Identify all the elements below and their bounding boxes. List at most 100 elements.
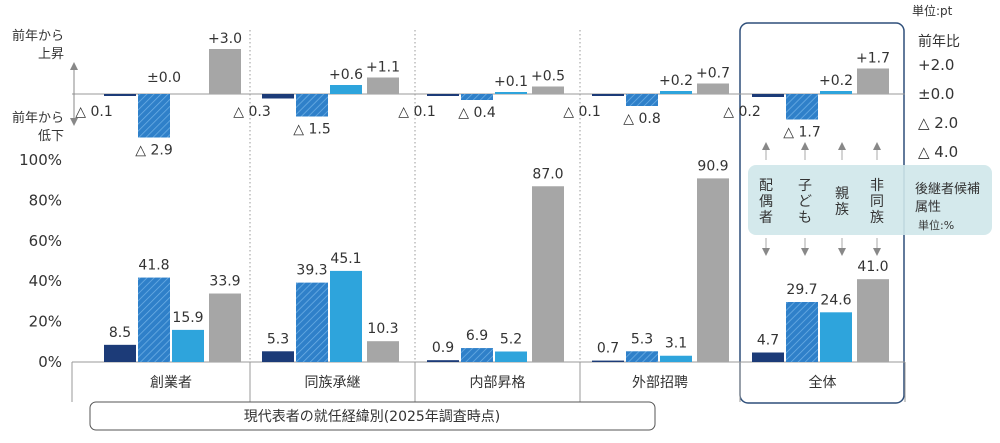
- pct-bar: [857, 279, 889, 362]
- legend-label: 同: [870, 194, 884, 210]
- legend-label: 偶: [759, 194, 773, 210]
- legend-label: 者: [759, 210, 773, 226]
- pct-label: 90.9: [697, 158, 728, 174]
- pct-label: 5.2: [500, 331, 522, 347]
- change-label: +0.6: [329, 67, 363, 83]
- change-bar: [330, 85, 362, 94]
- right-tick-label: ±0.0: [918, 85, 954, 103]
- y-label-up: 上昇: [38, 47, 64, 62]
- pct-bar: [138, 277, 170, 362]
- pct-label: 33.9: [209, 274, 240, 290]
- change-bar: [820, 91, 852, 94]
- legend-label: ど: [798, 194, 812, 210]
- category-label: 同族承継: [305, 375, 361, 391]
- pct-bar: [262, 351, 294, 362]
- change-label: △ 0.1: [398, 104, 435, 120]
- change-label: +0.7: [696, 66, 730, 82]
- pct-bar: [427, 360, 459, 362]
- y-label-down: 低下: [38, 129, 64, 144]
- pct-bar: [209, 293, 241, 362]
- change-bar: [786, 94, 818, 120]
- change-bar: [752, 94, 784, 97]
- category-label: 全体: [809, 374, 837, 391]
- change-label: +1.7: [856, 51, 890, 67]
- change-label: △ 0.4: [458, 105, 496, 121]
- legend-label: 非: [870, 178, 884, 194]
- pct-bar: [367, 341, 399, 362]
- pct-label: 24.6: [820, 292, 851, 308]
- pct-bar: [296, 282, 328, 362]
- change-label: △ 2.9: [135, 143, 172, 159]
- y-tick-label: 60%: [29, 232, 62, 250]
- pct-bar: [786, 302, 818, 362]
- pct-label: 0.9: [432, 340, 454, 356]
- pct-bar: [330, 270, 362, 362]
- pct-label: 45.1: [330, 251, 361, 267]
- pct-label: 39.3: [296, 263, 327, 279]
- legend-label: 配: [759, 178, 773, 194]
- change-label: +0.5: [531, 69, 565, 85]
- pct-bar: [592, 360, 624, 362]
- y-tick-label: 80%: [29, 191, 62, 209]
- legend-band: [748, 165, 992, 235]
- y-tick-label: 40%: [29, 272, 62, 290]
- pct-label: 29.7: [786, 282, 817, 298]
- pct-bar: [697, 178, 729, 362]
- pct-label: 4.7: [757, 333, 779, 349]
- change-label: +0.2: [659, 73, 693, 89]
- pct-label: 3.1: [665, 336, 687, 352]
- category-label: 外部招聘: [632, 375, 688, 391]
- change-bar: [427, 94, 459, 96]
- category-label: 創業者: [150, 375, 192, 391]
- legend-label: 親: [835, 186, 849, 202]
- pct-label: 8.5: [109, 325, 131, 341]
- pct-label: 15.9: [172, 310, 203, 326]
- change-label: △ 0.1: [563, 104, 600, 120]
- x-axis-caption: 現代表者の就任経緯別(2025年調査時点): [244, 409, 501, 425]
- legend-title: 属性: [915, 200, 941, 215]
- change-bar: [532, 86, 564, 94]
- y-label-down: 前年から: [12, 110, 64, 126]
- pct-bar: [626, 351, 658, 362]
- caption-box: [89, 401, 656, 431]
- legend-label: 子: [798, 178, 812, 194]
- change-label: △ 1.5: [293, 122, 330, 138]
- pct-bar: [461, 348, 493, 362]
- change-bar: [262, 94, 294, 99]
- pct-label: 5.3: [267, 331, 289, 347]
- pct-bar: [660, 355, 692, 362]
- pct-label: 6.9: [466, 328, 488, 344]
- y-tick-label: 20%: [29, 313, 62, 331]
- right-tick-label: △ 4.0: [918, 143, 958, 161]
- y-tick-label: 0%: [38, 353, 62, 371]
- category-label: 内部昇格: [470, 375, 526, 391]
- legend-title: 後継者候補: [915, 182, 980, 197]
- change-bar: [857, 68, 889, 94]
- pct-bar: [532, 186, 564, 362]
- change-bar: [296, 94, 328, 117]
- legend-label: 族: [835, 202, 849, 218]
- change-label: △ 0.3: [233, 104, 270, 120]
- right-axis-title: 前年比: [918, 33, 960, 50]
- right-tick-label: +2.0: [918, 56, 954, 74]
- change-bar: [697, 83, 729, 94]
- pct-bar: [495, 351, 527, 362]
- pct-label: 5.3: [631, 331, 653, 347]
- change-label: +0.1: [494, 74, 528, 90]
- change-label: +3.0: [208, 31, 242, 47]
- y-label-up: 前年から: [12, 28, 64, 44]
- pct-label: 41.8: [138, 258, 169, 274]
- change-label: +0.2: [819, 73, 853, 89]
- pct-label: 10.3: [367, 321, 398, 337]
- change-bar: [104, 94, 136, 96]
- change-bar: [592, 94, 624, 96]
- change-bar: [209, 49, 241, 94]
- change-bar: [367, 77, 399, 94]
- legend-label: も: [798, 210, 812, 226]
- pct-bar: [172, 329, 204, 362]
- y-tick-label: 100%: [19, 151, 62, 169]
- change-label: △ 1.7: [783, 125, 820, 141]
- right-tick-label: △ 2.0: [918, 114, 958, 132]
- legend-label: 族: [870, 210, 884, 226]
